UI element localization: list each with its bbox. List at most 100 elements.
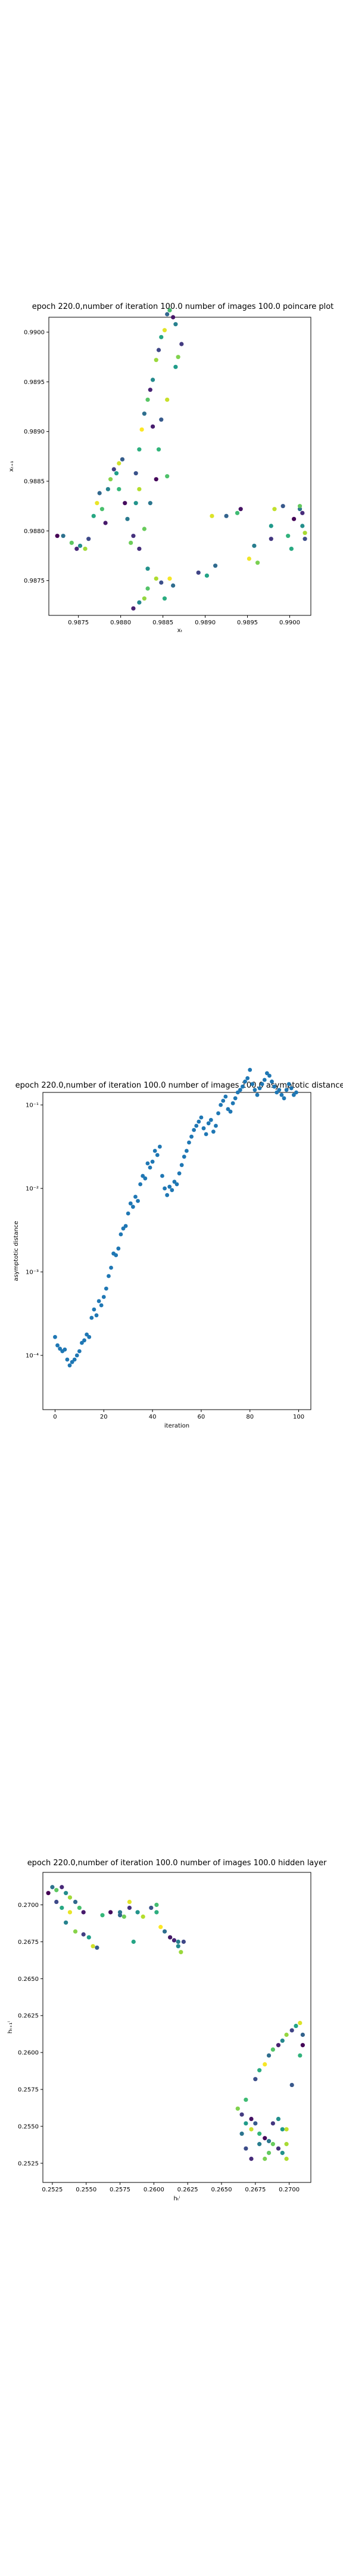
y-tick-label: 0.2650 [18,1976,39,1983]
data-point [189,1134,194,1139]
poincare-plot-panel: epoch 220.0,number of iteration 100.0 nu… [0,239,343,656]
data-point [158,1925,163,1930]
data-point [249,2116,254,2122]
data-point [279,1092,284,1097]
data-point [294,2023,298,2029]
chart-title: epoch 220.0,number of iteration 100.0 nu… [32,302,334,311]
y-axis-label: asymptotic distance [13,1221,20,1281]
data-point [58,1346,63,1351]
data-point [248,1067,252,1072]
data-point [262,1078,267,1082]
x-tick-label: 0.2550 [76,2187,96,2193]
data-point [121,1914,126,1919]
data-point [171,583,176,588]
data-point [284,1088,289,1092]
data-point [187,1140,191,1145]
data-point [298,2053,303,2058]
data-point [97,491,102,496]
data-point [182,1154,186,1159]
data-point [250,1082,255,1086]
x-axis-label: iteration [164,1423,189,1429]
data-point [266,2139,272,2144]
data-point [85,1332,89,1337]
data-point [131,606,136,611]
data-point [300,510,305,515]
data-point [127,1899,132,1905]
data-point [130,1205,135,1209]
data-point [137,447,142,452]
data-point [255,561,260,565]
data-point [159,417,164,422]
chart-title: epoch 220.0,number of iteration 100.0 nu… [27,1859,327,1868]
data-point [133,471,138,476]
data-point [249,2156,254,2161]
data-point [81,1932,86,1937]
data-point [50,1885,55,1890]
plot-frame [42,1872,311,2183]
data-point [150,377,155,382]
data-point [143,1176,148,1181]
data-point [137,546,142,551]
x-tick-label: 100 [293,1414,304,1420]
data-point [154,1902,159,1908]
data-point [131,1939,136,1944]
data-point [244,2121,248,2126]
data-point [141,1914,145,1919]
data-point [211,1129,216,1134]
data-point [276,2043,281,2048]
data-point [142,411,146,416]
data-point [184,1148,189,1153]
data-point [108,477,113,482]
data-point [103,521,108,525]
x-tick-label: 0.2525 [42,2187,63,2193]
data-point [192,1128,197,1132]
data-point [96,1299,101,1304]
data-point [266,2053,272,2058]
data-point [238,1088,242,1092]
data-point [155,1153,160,1157]
data-point [99,1303,104,1308]
data-point [247,556,251,561]
data-point [142,596,146,601]
data-point [77,1905,82,1911]
data-point [303,531,307,535]
x-tick-label: 0.9890 [195,620,216,626]
y-tick-label: 0.9900 [24,330,45,336]
data-point [228,1109,233,1114]
data-point [109,1265,113,1270]
y-tick-label: 0.2700 [18,1902,39,1909]
y-tick-label: 0.2575 [18,2087,39,2094]
data-point [82,1338,86,1343]
data-point [289,2082,294,2088]
data-point [249,2127,254,2132]
data-point [83,546,88,551]
data-point [54,1899,59,1905]
data-point [176,355,180,360]
data-point [282,1096,286,1101]
y-tick-label: 0.9880 [24,528,45,535]
data-point [294,1090,298,1095]
data-point [199,1115,204,1120]
data-point [135,1910,140,1915]
data-point [238,507,243,512]
data-points [53,1067,298,1368]
data-point [137,600,142,605]
data-point [272,507,277,512]
data-point [255,1092,260,1097]
data-point [73,1899,78,1905]
data-point [64,1891,68,1896]
data-point [70,1360,74,1364]
data-point [260,1082,264,1086]
data-point [269,537,273,541]
data-point [67,1910,73,1915]
data-point [196,570,201,575]
y-tick-label: 10⁻³ [26,1270,39,1276]
data-point [165,312,170,317]
data-point [171,315,176,320]
data-point [142,527,146,531]
x-axis-label: xₜ [177,627,183,634]
data-point [168,1935,173,1940]
data-point [291,1092,296,1097]
data-point [123,1224,128,1228]
data-point [107,1274,111,1278]
